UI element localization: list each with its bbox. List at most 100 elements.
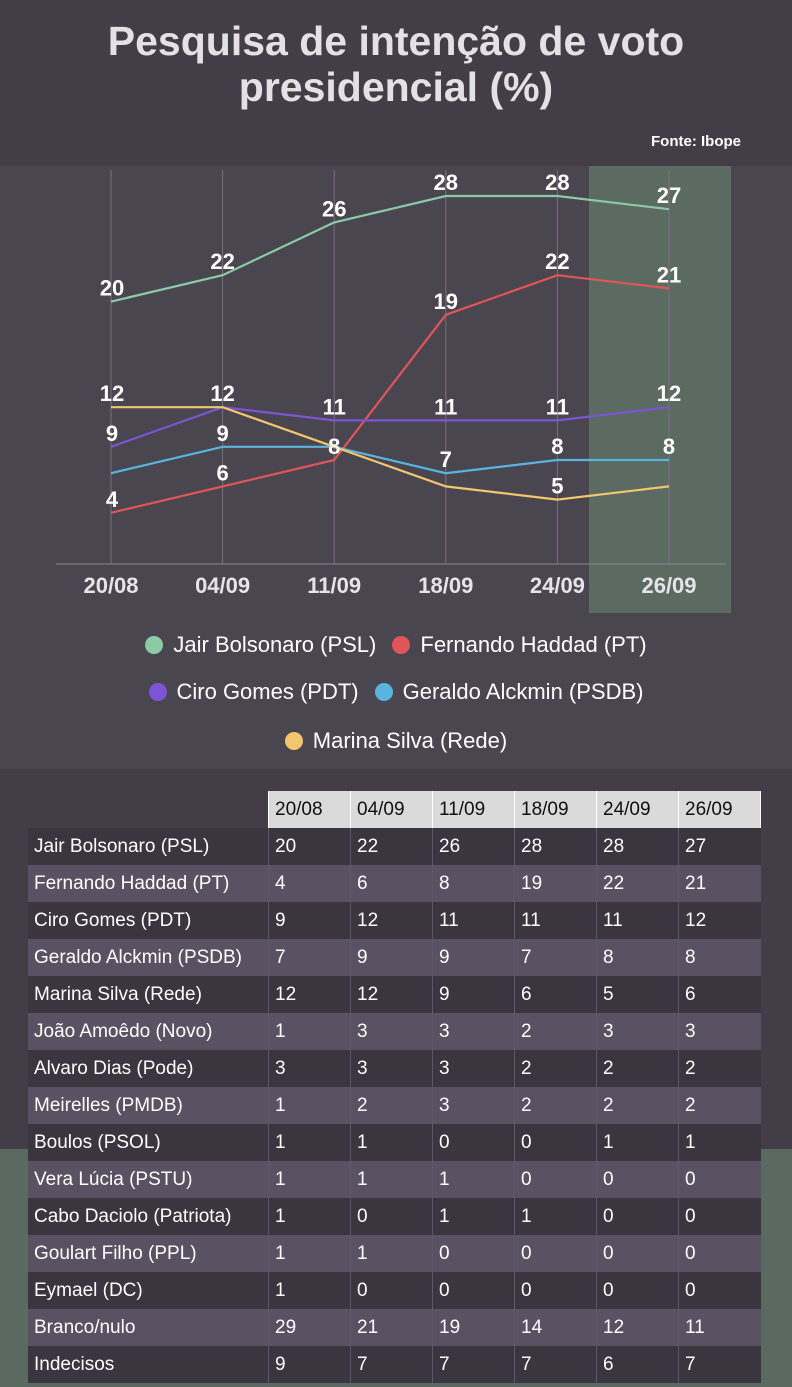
table-cell: 0	[678, 1161, 761, 1198]
table-cell: 6	[350, 865, 433, 902]
results-table: 20/08 04/09 11/09 18/09 24/09 26/09 Jair Bols…	[28, 791, 761, 1383]
table-cell: 12	[596, 1309, 679, 1346]
table-row: Ciro Gomes (PDT) 9 12 11 11 11 12	[28, 902, 761, 939]
table-cell: 1	[268, 1013, 351, 1050]
table-cell: 7	[350, 1346, 433, 1383]
legend-label: Jair Bolsonaro (PSL)	[173, 632, 377, 657]
table-cell: 3	[596, 1013, 679, 1050]
table-cell: 1	[268, 1087, 351, 1124]
legend-row: Marina Silva (Rede)	[0, 728, 792, 754]
legend-label: Fernando Haddad (PT)	[420, 632, 647, 657]
series-line-4	[111, 406, 670, 501]
table-cell: 0	[514, 1272, 597, 1309]
table-cell: 0	[596, 1235, 679, 1272]
table-row: Eymael (DC) 1 0 0 0 0 0	[28, 1272, 761, 1309]
row-label: Ciro Gomes (PDT)	[28, 902, 269, 939]
data-label: 12	[657, 381, 681, 406]
table-cell: 0	[678, 1198, 761, 1235]
data-label: 12	[100, 381, 124, 406]
table-cell: 7	[268, 939, 351, 976]
data-label: 28	[434, 170, 458, 195]
legend-swatch	[148, 683, 167, 701]
table-cell: 3	[268, 1050, 351, 1087]
table-cell: 1	[678, 1124, 761, 1161]
table-cell: 0	[432, 1124, 515, 1161]
source-note: Fonte: Ibope	[651, 133, 741, 150]
x-tick-label: 18/09	[418, 573, 473, 598]
table-cell: 2	[514, 1013, 597, 1050]
title-line-1: Pesquisa de intenção de voto	[107, 18, 685, 64]
x-tick-label: 24/09	[530, 573, 585, 598]
chart-panel: 20 22 26 28 28 27 4 6 8 19 22 21 9 12 11 11 11 12 9 7 8 8 12 5 2…	[0, 166, 792, 769]
table-cell: 0	[596, 1272, 679, 1309]
row-label: Vera Lúcia (PSTU)	[28, 1161, 269, 1198]
table-cell: 1	[432, 1161, 515, 1198]
table-cell: 1	[350, 1161, 433, 1198]
table-row: Meirelles (PMDB) 1 2 3 2 2 2	[28, 1087, 761, 1124]
column-header: 11/09	[432, 791, 515, 828]
table-cell: 11	[514, 902, 597, 939]
table-cell: 1	[268, 1272, 351, 1309]
legend-row: Jair Bolsonaro (PSL) Fernando Haddad (PT)	[0, 632, 792, 658]
table-cell: 0	[514, 1235, 597, 1272]
table-cell: 12	[350, 902, 433, 939]
table-cell: 9	[432, 939, 515, 976]
legend-item: Ciro Gomes (PDT)	[148, 679, 359, 705]
data-label: 6	[216, 460, 228, 485]
row-label: Geraldo Alckmin (PSDB)	[28, 939, 269, 976]
table-cell: 26	[432, 828, 515, 865]
data-label: 7	[440, 447, 452, 472]
table-row: João Amoêdo (Novo) 1 3 3 2 3 3	[28, 1013, 761, 1050]
row-label: Boulos (PSOL)	[28, 1124, 269, 1161]
table-cell: 4	[268, 865, 351, 902]
table-cell: 1	[268, 1235, 351, 1272]
series-line-2	[110, 406, 670, 448]
table-cell: 19	[432, 1309, 515, 1346]
line-chart: 20 22 26 28 28 27 4 6 8 19 22 21 9 12 11 11 11 12 9 7 8 8 12 5 2…	[56, 166, 731, 613]
table-cell: 22	[350, 828, 433, 865]
table-cell: 21	[350, 1309, 433, 1346]
table-cell: 3	[350, 1050, 433, 1087]
data-label: 5	[551, 474, 563, 499]
table-cell: 20	[268, 828, 351, 865]
table-cell: 19	[514, 865, 597, 902]
data-label: 8	[328, 434, 340, 459]
table-row: Goulart Filho (PPL) 1 1 0 0 0 0	[28, 1235, 761, 1272]
data-label: 28	[545, 170, 569, 195]
table-cell: 9	[268, 902, 351, 939]
table-cell: 0	[514, 1161, 597, 1198]
table-cell: 1	[350, 1124, 433, 1161]
data-label: 22	[210, 249, 234, 274]
row-label: Cabo Daciolo (Patriota)	[28, 1198, 269, 1235]
data-label: 11	[546, 394, 569, 419]
row-label: João Amoêdo (Novo)	[28, 1013, 269, 1050]
table-cell: 0	[596, 1161, 679, 1198]
legend-swatch	[374, 683, 393, 701]
row-label: Indecisos	[28, 1346, 269, 1383]
table-cell: 1	[514, 1198, 597, 1235]
table-cell: 14	[514, 1309, 597, 1346]
legend-label: Geraldo Alckmin (PSDB)	[402, 679, 644, 704]
table-cell: 3	[432, 1087, 515, 1124]
table-cell: 0	[350, 1198, 433, 1235]
table-cell: 28	[596, 828, 679, 865]
table-cell: 9	[268, 1346, 351, 1383]
table-cell: 5	[596, 976, 679, 1013]
data-label: 8	[551, 434, 563, 459]
header: Pesquisa de intenção de voto presidencia…	[0, 0, 792, 166]
data-label: 20	[100, 276, 124, 301]
table-cell: 2	[514, 1087, 597, 1124]
table-cell: 0	[350, 1272, 433, 1309]
legend-swatch	[145, 636, 164, 654]
table-cell: 1	[268, 1124, 351, 1161]
table-cell: 7	[432, 1346, 515, 1383]
table-cell: 0	[678, 1235, 761, 1272]
table-cell: 11	[678, 1309, 761, 1346]
table-cell: 6	[514, 976, 597, 1013]
legend-item: Geraldo Alckmin (PSDB)	[374, 679, 644, 705]
table-cell: 0	[596, 1198, 679, 1235]
legend-row: Ciro Gomes (PDT) Geraldo Alckmin (PSDB)	[0, 679, 792, 705]
table-cell: 8	[596, 939, 679, 976]
table-cell: 11	[596, 902, 679, 939]
column-header: 20/08	[268, 791, 351, 828]
